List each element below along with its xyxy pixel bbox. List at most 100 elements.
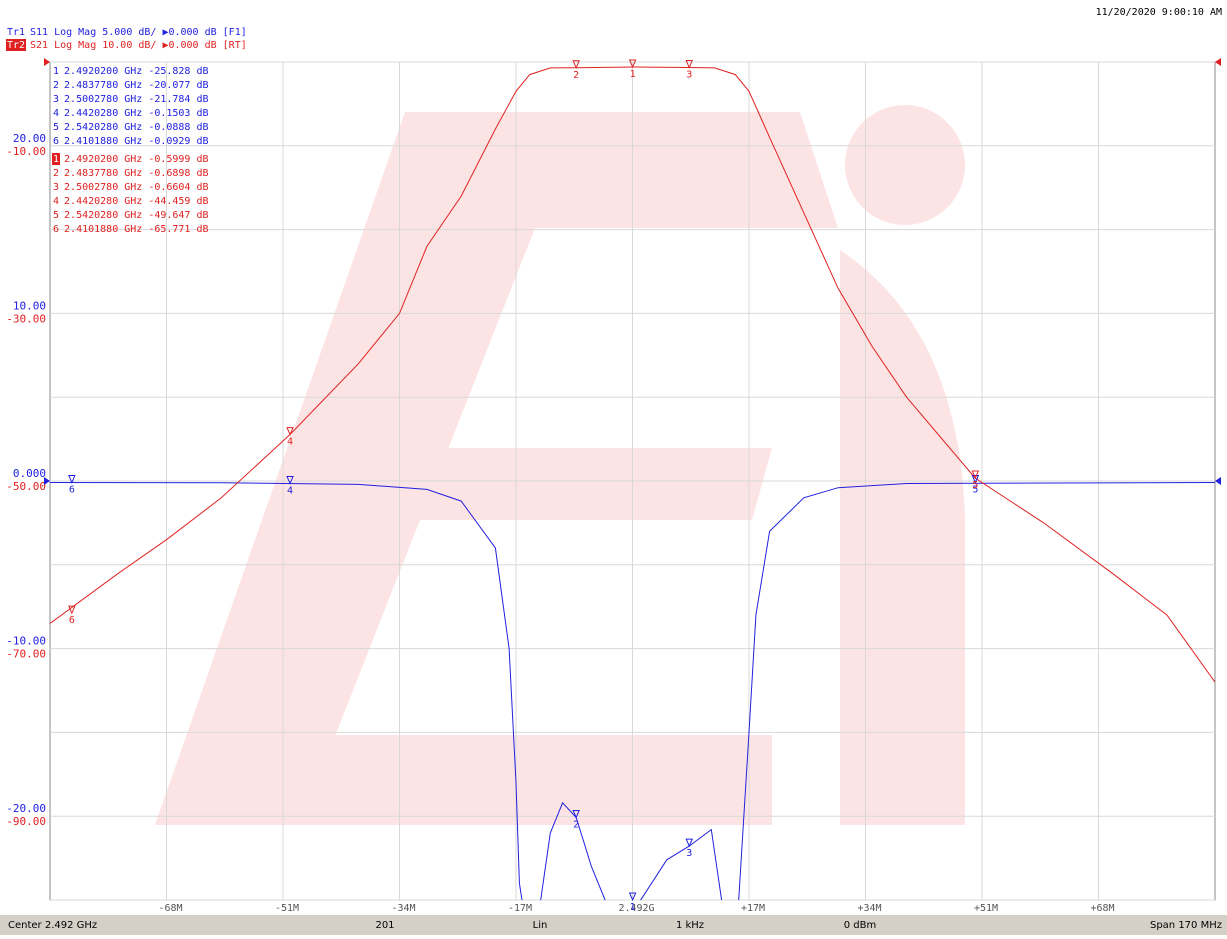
- status-text: 1 kHz: [676, 920, 704, 931]
- marker-readout-id: 2: [53, 80, 59, 91]
- marker-readout: 2 2.4837780 GHz -20.077 dB: [53, 80, 209, 91]
- marker-readout: 6 2.4101880 GHz -0.0929 dB: [53, 136, 209, 147]
- marker-readout: 6 2.4101880 GHz -65.771 dB: [53, 224, 209, 235]
- marker-readout-value: -49.647 dB: [148, 210, 208, 221]
- marker-id: 2: [573, 70, 579, 81]
- marker-readout-id: 6: [53, 224, 59, 235]
- status-text: Span 170 MHz: [1150, 920, 1222, 931]
- marker-triangle: [628, 59, 637, 69]
- marker-readout: 4 2.4420280 GHz -0.1503 dB: [53, 108, 209, 119]
- marker-triangle: [628, 892, 637, 902]
- background-logo: [155, 105, 965, 825]
- marker-readout: 1 2.4920200 GHz -0.5999 dB: [53, 154, 209, 165]
- marker-readout-id: 1: [53, 154, 59, 165]
- marker-triangle: [68, 475, 76, 484]
- y-tick-label: -10.00: [6, 635, 46, 648]
- marker-readout-value: -0.5999 dB: [148, 154, 208, 165]
- marker-readout: 4 2.4420280 GHz -44.459 dB: [53, 196, 209, 207]
- marker-readout-freq: 2.4101880 GHz: [64, 136, 142, 147]
- ref-arrow: [1215, 58, 1221, 66]
- marker-readout-id: 5: [53, 122, 59, 133]
- y2-tick-label: -70.00: [6, 648, 46, 661]
- status-text: Lin: [533, 920, 548, 931]
- marker-triangle: [286, 476, 294, 485]
- marker-readout-value: -44.459 dB: [148, 196, 208, 207]
- marker-id: 3: [686, 70, 692, 81]
- status-text: 0 dBm: [844, 920, 877, 931]
- marker-readout-freq: 2.5002780 GHz: [64, 182, 142, 193]
- ref-arrow: [1215, 477, 1221, 485]
- status-text: 201: [375, 920, 394, 931]
- x-tick-label: -68M: [158, 903, 182, 914]
- marker-readout-freq: 2.4101880 GHz: [64, 224, 142, 235]
- trace-tag-box: [6, 39, 26, 51]
- marker-readout-value: -0.0929 dB: [148, 136, 208, 147]
- timestamp: 11/20/2020 9:00:10 AM: [1096, 7, 1222, 18]
- marker-id: 5: [972, 484, 978, 495]
- marker-readout-value: -21.784 dB: [148, 94, 208, 105]
- x-tick-label: +51M: [974, 903, 998, 914]
- marker-readout-value: -0.0888 dB: [148, 122, 208, 133]
- y-tick-label: 20.00: [13, 132, 46, 145]
- marker-triangle: [572, 60, 580, 70]
- x-tick-label: 2.492G: [618, 903, 654, 914]
- marker-readout-id: 3: [53, 182, 59, 193]
- ref-arrow: [44, 477, 50, 485]
- marker-triangle: [971, 470, 980, 480]
- marker-readout: 3 2.5002780 GHz -21.784 dB: [53, 94, 209, 105]
- marker-triangle: [68, 605, 76, 615]
- marker-readout-freq: 2.4420280 GHz: [64, 108, 142, 119]
- y-tick-label: 0.000: [13, 467, 46, 480]
- marker-readout-id: 4: [53, 196, 59, 207]
- marker-readout-id: 6: [53, 136, 59, 147]
- marker-id: 4: [287, 486, 293, 497]
- marker-readout-freq: 2.4920200 GHz: [64, 154, 142, 165]
- y-tick-label: -20.00: [6, 802, 46, 815]
- marker-id: 4: [287, 437, 293, 448]
- marker-readout-value: -25.828 dB: [148, 66, 208, 77]
- marker-readout-value: -0.6604 dB: [148, 182, 208, 193]
- x-tick-label: -34M: [391, 903, 415, 914]
- marker-readout-id: 2: [53, 168, 59, 179]
- marker-readout-freq: 2.4837780 GHz: [64, 80, 142, 91]
- marker-readout: 5 2.5420280 GHz -0.0888 dB: [53, 122, 209, 133]
- marker-triangle: [971, 474, 980, 484]
- marker-triangle: [286, 427, 294, 436]
- trace-line: [50, 482, 1215, 900]
- marker-readout-freq: 2.4920200 GHz: [64, 66, 142, 77]
- marker-id: 6: [69, 615, 75, 626]
- marker-id: 3: [686, 848, 692, 859]
- marker-triangle: [572, 809, 580, 819]
- marker-readout: 3 2.5002780 GHz -0.6604 dB: [53, 182, 209, 193]
- marker-readout-freq: 2.5002780 GHz: [64, 94, 142, 105]
- x-tick-label: +34M: [857, 903, 881, 914]
- y-tick-label: 10.00: [13, 299, 46, 312]
- y2-tick-label: -10.00: [6, 145, 46, 158]
- marker-readout-value: -0.1503 dB: [148, 108, 208, 119]
- marker-readout-value: -20.077 dB: [148, 80, 208, 91]
- marker-triangle: [685, 838, 693, 848]
- marker-readout-freq: 2.5420280 GHz: [64, 122, 142, 133]
- marker-readout-value: -0.6898 dB: [148, 168, 208, 179]
- x-tick-label: -51M: [275, 903, 299, 914]
- trace-tag: Tr2: [7, 40, 25, 51]
- y2-tick-label: -30.00: [6, 312, 46, 325]
- x-tick-label: +17M: [741, 903, 765, 914]
- marker-readout-freq: 2.4837780 GHz: [64, 168, 142, 179]
- marker-id: 1: [630, 902, 636, 913]
- marker-readout-value: -65.771 dB: [148, 224, 208, 235]
- active-marker-box: [52, 153, 60, 165]
- marker-readout: 2 2.4837780 GHz -0.6898 dB: [53, 168, 209, 179]
- marker-readout-id: 1: [53, 66, 59, 77]
- marker-readout-freq: 2.5420280 GHz: [64, 210, 142, 221]
- marker-triangle: [685, 60, 693, 69]
- x-tick-label: +68M: [1090, 903, 1114, 914]
- marker-readout-id: 3: [53, 94, 59, 105]
- x-tick-label: -17M: [508, 903, 532, 914]
- trace-tag: Tr1: [7, 27, 25, 38]
- marker-id: 6: [69, 485, 75, 496]
- marker-id: 1: [630, 69, 636, 80]
- marker-id: 5: [972, 480, 978, 491]
- y2-tick-label: -90.00: [6, 815, 46, 828]
